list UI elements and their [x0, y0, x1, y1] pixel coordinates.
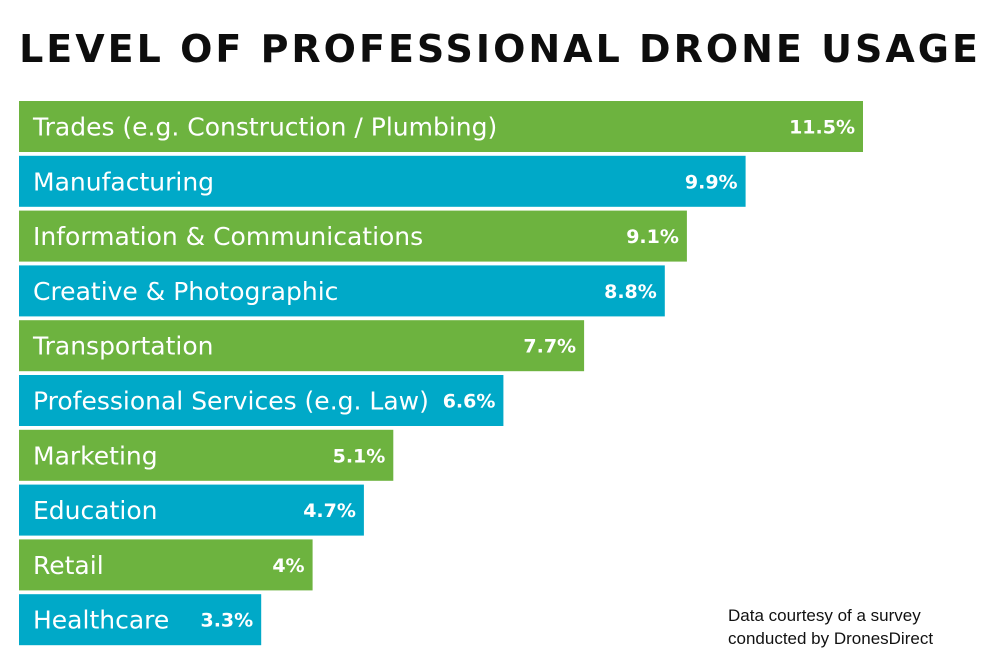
value-label-professional-services-e-g-law: 6.6%	[443, 391, 496, 413]
bar-trades-e-g-construction-plumbing	[19, 101, 863, 152]
value-label-trades-e-g-construction-plumbing: 11.5%	[789, 117, 855, 139]
category-label-marketing: Marketing	[33, 441, 158, 470]
value-label-transportation: 7.7%	[523, 336, 576, 358]
bar-professional-services-e-g-law	[19, 375, 504, 426]
bar-retail	[19, 539, 313, 591]
category-label-manufacturing: Manufacturing	[33, 167, 214, 196]
category-label-information-communications: Information & Communications	[33, 222, 423, 251]
category-label-healthcare: Healthcare	[33, 606, 169, 635]
category-label-transportation: Transportation	[32, 332, 214, 361]
category-label-education: Education	[33, 496, 157, 525]
value-label-retail: 4%	[272, 555, 304, 577]
bar-manufacturing	[19, 155, 746, 207]
bar-healthcare	[19, 594, 262, 646]
source-note: Data courtesy of a survey conducted by D…	[728, 604, 996, 650]
chart-title: LEVEL OF PROFESSIONAL DRONE USAGE	[19, 27, 981, 71]
category-label-retail: Retail	[33, 551, 104, 580]
bar-marketing	[19, 429, 394, 481]
bar-information-communications	[19, 210, 687, 262]
source-note-line-2: conducted by DronesDirect	[728, 629, 934, 648]
bar-creative-photographic	[19, 265, 665, 317]
value-label-information-communications: 9.1%	[626, 226, 679, 248]
value-label-manufacturing: 9.9%	[685, 171, 738, 193]
value-label-education: 4.7%	[303, 500, 356, 522]
value-label-creative-photographic: 8.8%	[604, 281, 657, 303]
category-label-creative-photographic: Creative & Photographic	[33, 277, 338, 306]
source-note-line-1: Data courtesy of a survey	[728, 606, 921, 625]
category-label-professional-services-e-g-law: Professional Services (e.g. Law)	[33, 387, 429, 416]
bar-transportation	[19, 320, 585, 372]
value-label-healthcare: 3.3%	[200, 610, 253, 632]
category-label-trades-e-g-construction-plumbing: Trades (e.g. Construction / Plumbing)	[32, 113, 497, 142]
bar-education	[19, 484, 364, 536]
value-label-marketing: 5.1%	[333, 445, 386, 467]
